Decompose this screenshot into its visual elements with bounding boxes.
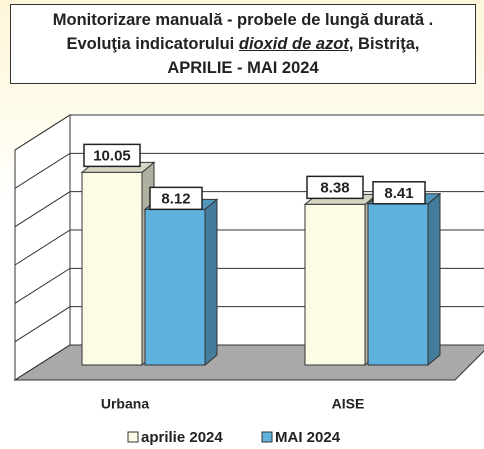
bar (144, 208, 206, 366)
value-label: 8.41 (384, 185, 413, 202)
legend-label: aprilie 2024 (141, 429, 223, 446)
bar-side (204, 198, 218, 367)
value-label: 8.38 (320, 179, 349, 196)
legend-swatch (261, 431, 273, 443)
x-tick-label: Urbana (101, 396, 149, 412)
bar-side (427, 192, 441, 367)
title-line: Monitorizare manuală - probele de lungă … (52, 11, 434, 29)
value-label: 8.12 (161, 190, 190, 207)
title-part: , Bistriţa, (348, 35, 420, 53)
title-part: dioxid de azot (238, 35, 349, 53)
title-line: APRILIE - MAI 2024 (167, 59, 319, 77)
value-label-box (372, 181, 426, 205)
legend-label: MAI 2024 (275, 429, 341, 446)
x-tick-label: AISE (332, 396, 365, 412)
title-part: Evoluţia indicatorului (66, 35, 235, 53)
value-label-box (306, 175, 364, 200)
grid-line (14, 114, 484, 151)
value-label-box (83, 143, 141, 168)
chart-title: Monitorizare manuală - probele de lungă … (10, 4, 476, 84)
title-line: Evoluţia indicatorului dioxid de azot, B… (11, 32, 475, 56)
value-label: 10.05 (93, 147, 131, 164)
bar (81, 171, 143, 366)
legend-swatch (127, 431, 139, 443)
bar (304, 203, 366, 366)
value-label-box (149, 186, 203, 211)
grid-line (14, 152, 484, 189)
bar (367, 203, 429, 366)
